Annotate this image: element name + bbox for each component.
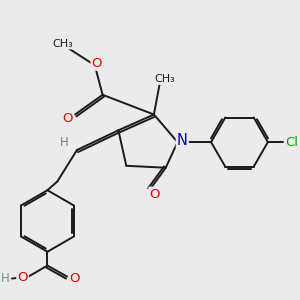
Text: H: H [1, 272, 9, 285]
Text: CH₃: CH₃ [52, 38, 73, 49]
Text: Cl: Cl [285, 136, 298, 148]
Text: O: O [92, 57, 102, 70]
Text: N: N [177, 133, 188, 148]
Text: O: O [17, 271, 28, 284]
Text: CH₃: CH₃ [154, 74, 175, 84]
Text: O: O [69, 272, 80, 285]
Text: H: H [60, 136, 69, 149]
Text: O: O [63, 112, 73, 125]
Text: O: O [149, 188, 160, 201]
